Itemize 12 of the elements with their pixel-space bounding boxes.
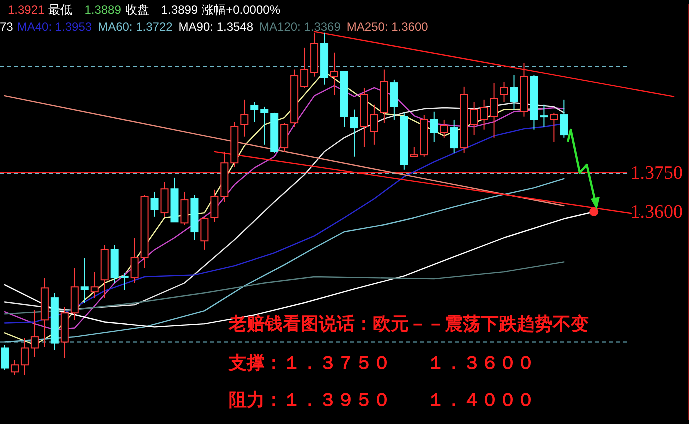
grid: 1.3750 1.3600 — [630, 163, 683, 223]
annotation: 阻力：１．３９５０ １．４０００ — [229, 390, 535, 410]
text: 老赔钱看图说话：欧元－－震荡下跌趋势不变 — [228, 314, 589, 334]
annotation: 1.3921 — [8, 3, 46, 17]
annotation: 收盘 — [125, 3, 150, 17]
annotation: 最低 — [48, 3, 73, 17]
annotation: 涨幅+0.0000% — [202, 3, 281, 17]
annotation: 支撑：１．３７５０ １．３６００ — [228, 353, 535, 373]
annotation: 1.3899 — [161, 3, 198, 17]
annotation: 73 — [0, 20, 14, 34]
annotation: 1.3889 — [84, 3, 122, 17]
legend: MA40: 1.3953 MA60: 1.3722 MA90: 1.3548 MA120: 1.3369 MA250: 1.3600 — [17, 20, 428, 34]
